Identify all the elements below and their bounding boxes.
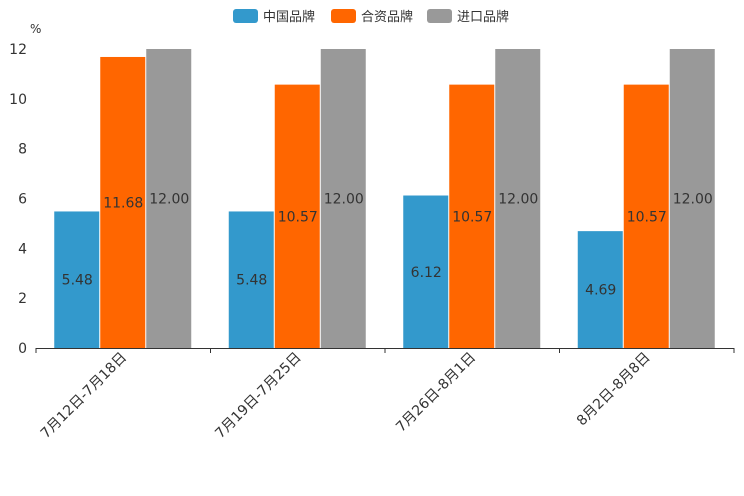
y-tick-label: 8: [18, 142, 27, 158]
data-label: 10.57: [452, 209, 492, 225]
y-tick-label: 12: [9, 42, 27, 58]
bar-group: 5.48 10.57 12.00: [228, 49, 366, 349]
legend-swatch: [233, 9, 258, 23]
legend-item[interactable]: 中国品牌: [233, 9, 315, 25]
legend-item[interactable]: 进口品牌: [427, 9, 509, 25]
bars: 5.48 11.68 12.00 5.48 10.57 12.00 6.12 10.57 12.…: [54, 49, 715, 349]
bar: [274, 84, 320, 349]
x-category-label: 7月12日-7月18日: [38, 350, 130, 442]
bar: [577, 231, 623, 348]
bar-group: 6.12 10.57 12.00: [403, 49, 541, 349]
data-label: 6.12: [411, 265, 442, 281]
legend-label: 合资品牌: [361, 9, 413, 25]
data-label: 10.57: [627, 209, 667, 225]
bar-group: 5.48 11.68 12.00: [54, 49, 192, 349]
legend: 中国品牌 合资品牌 进口品牌: [233, 9, 509, 25]
legend-label: 进口品牌: [457, 9, 509, 25]
bar: [320, 49, 366, 348]
data-label: 4.69: [585, 283, 616, 299]
legend-item[interactable]: 合资品牌: [331, 9, 413, 25]
bar: [228, 211, 274, 348]
data-label: 12.00: [149, 192, 189, 208]
x-axis: 7月12日-7月18日 7月19日-7月25日 7月26日-8月1日 8月2日-8月8…: [35, 348, 735, 442]
data-label: 5.48: [62, 273, 93, 289]
y-tick-label: 10: [9, 92, 27, 108]
legend-swatch: [331, 9, 356, 23]
data-label: 12.00: [324, 192, 364, 208]
y-axis-unit-label: %: [30, 22, 41, 36]
legend-label: 中国品牌: [263, 9, 315, 25]
bar: [403, 195, 449, 348]
x-category-label: 8月2日-8月8日: [574, 350, 654, 430]
bar-group: 4.69 10.57 12.00: [577, 49, 715, 349]
data-label: 12.00: [498, 192, 538, 208]
legend-swatch: [427, 9, 452, 23]
x-category-label: 7月19日-7月25日: [212, 350, 304, 442]
bar: [146, 49, 192, 348]
data-label: 5.48: [236, 273, 267, 289]
y-tick-label: 4: [18, 241, 27, 257]
bar: [669, 49, 715, 348]
data-label: 10.57: [278, 209, 318, 225]
bar: [449, 84, 495, 349]
bar: [100, 56, 146, 349]
y-tick-label: 6: [18, 192, 27, 208]
data-label: 12.00: [673, 192, 713, 208]
data-label: 11.68: [103, 195, 143, 211]
x-category-label: 7月26日-8月1日: [393, 350, 479, 436]
y-axis: 0 2 4 6 8 10 12: [9, 42, 27, 357]
y-tick-label: 2: [18, 291, 27, 307]
bar: [495, 49, 541, 348]
bar: [54, 211, 100, 348]
y-tick-label: 0: [18, 341, 27, 357]
bar: [623, 84, 669, 349]
